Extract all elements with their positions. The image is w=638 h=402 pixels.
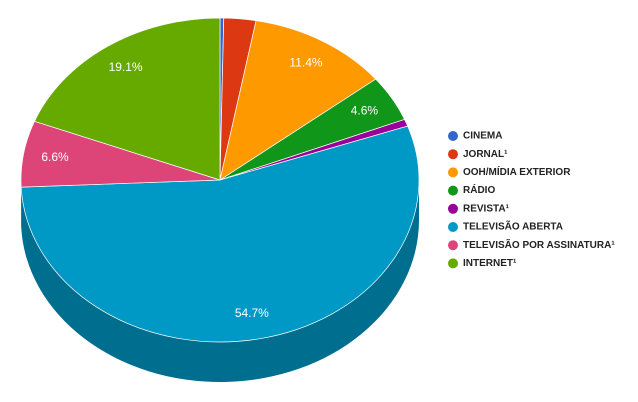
slice [20, 125, 420, 343]
legend-marker [448, 203, 458, 214]
value-label: 6.6% [41, 150, 69, 164]
legend-label: RÁDIO [463, 183, 495, 196]
legend-marker [448, 240, 458, 251]
legend-marker [448, 258, 458, 269]
slice [219, 20, 377, 181]
legend-marker [448, 149, 458, 160]
legend-label: JORNAL¹ [463, 149, 508, 160]
legend-marker [448, 167, 458, 178]
value-label: 11.4% [289, 55, 322, 69]
slice [34, 17, 221, 181]
legend-label: TELEVISÃO POR ASSINATURA¹ [463, 238, 615, 251]
legend-marker [448, 185, 458, 196]
value-label: 54.7% [235, 306, 269, 320]
legend-label: CINEMA [463, 131, 502, 142]
legend-marker [448, 222, 458, 232]
value-label: 4.6% [351, 104, 379, 118]
legend-label: OOH/MÍDIA EXTERIOR [463, 165, 571, 178]
legend-label: TELEVISÃO ABERTA [463, 220, 563, 233]
value-label: 19.1% [109, 60, 143, 74]
legend-label: REVISTA¹ [463, 203, 510, 214]
legend-marker [448, 131, 458, 141]
slice-side [21, 180, 420, 382]
legend-label: INTERNET¹ [463, 258, 517, 269]
